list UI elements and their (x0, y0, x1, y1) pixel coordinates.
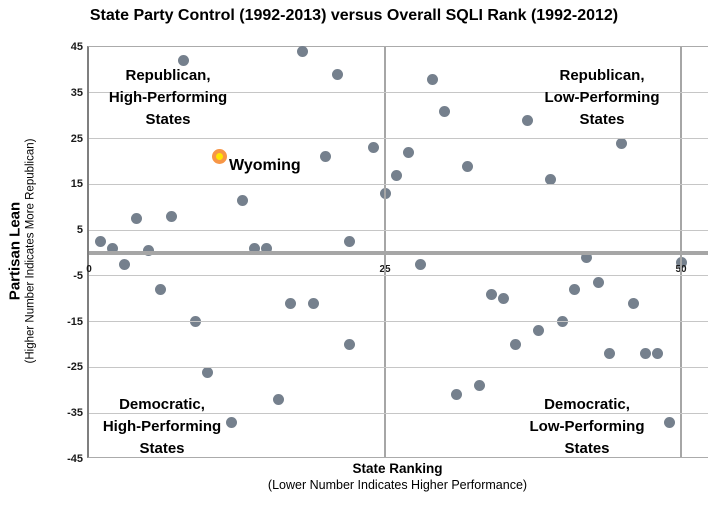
gridline-y--15 (89, 321, 708, 323)
data-point (343, 339, 355, 351)
data-point (521, 114, 533, 126)
gridline-y-5 (89, 229, 708, 231)
y-tick-label: -35 (67, 407, 83, 420)
y-tick-label: 35 (70, 86, 83, 99)
data-point (107, 242, 119, 254)
data-point (391, 169, 403, 181)
y-tick-label: -25 (67, 361, 83, 374)
data-point (486, 288, 498, 300)
data-point (261, 242, 273, 254)
quadrant-label-democratic-high: Democratic, High-Performing States (102, 396, 222, 457)
y-tick-label: 25 (70, 132, 83, 145)
data-point (438, 105, 450, 117)
data-point (119, 258, 131, 270)
y-tick-label: -45 (67, 453, 83, 465)
data-point (284, 297, 296, 309)
zero-axis-line (89, 251, 708, 255)
x-tick-label: 0 (86, 264, 92, 275)
data-point (249, 242, 261, 254)
chart-title: State Party Control (1992-2013) versus O… (89, 7, 619, 24)
data-point (592, 277, 604, 289)
y-axis-title-sub: (Higher Number Indicates More Republican… (24, 138, 37, 364)
data-point (95, 236, 107, 248)
data-point (332, 68, 344, 80)
gridline-x-25 (384, 47, 386, 457)
data-point (320, 151, 332, 163)
y-tick-label: 5 (76, 224, 83, 237)
data-point (545, 174, 557, 186)
quadrant-label-republican-low: Republican, Low-Performing States (544, 67, 660, 128)
data-point (154, 284, 166, 296)
data-point (415, 258, 427, 270)
gridline-x-50 (680, 47, 682, 457)
data-point (462, 160, 474, 172)
data-point (663, 416, 675, 428)
x-axis-title: State Ranking (Lower Number Indicates Hi… (87, 460, 708, 493)
data-point (343, 236, 355, 248)
gridline-y--35 (89, 412, 708, 414)
data-point (201, 366, 213, 378)
y-tick-label: 15 (70, 178, 83, 191)
x-axis-title-main: State Ranking (352, 461, 443, 476)
data-point (142, 245, 154, 257)
data-point (403, 146, 415, 158)
data-point (628, 297, 640, 309)
data-point (296, 46, 308, 58)
data-point (237, 194, 249, 206)
data-point (272, 393, 284, 405)
y-tick-label: -15 (67, 315, 83, 328)
data-point (509, 339, 521, 351)
y-axis-title-main: Partisan Lean (6, 201, 24, 301)
data-point (308, 297, 320, 309)
data-point (604, 348, 616, 360)
gridline-y-15 (89, 183, 708, 185)
data-point (616, 137, 628, 149)
quadrant-label-democratic-low: Democratic, Low-Performing States (529, 396, 645, 457)
data-point (367, 142, 379, 154)
data-point (474, 380, 486, 392)
data-point (450, 389, 462, 401)
data-point (580, 252, 592, 264)
data-point (497, 293, 509, 305)
gridline-y-25 (89, 138, 708, 140)
data-point (568, 284, 580, 296)
y-axis-title: Partisan Lean (Higher Number Indicates M… (7, 139, 38, 364)
data-point (533, 325, 545, 337)
gridline-y--25 (89, 366, 708, 368)
data-point (225, 416, 237, 428)
data-point (639, 348, 651, 360)
data-point (651, 348, 663, 360)
gridline-y--5 (89, 275, 708, 277)
data-point (130, 213, 142, 225)
y-tick-label: -5 (73, 269, 83, 282)
highlighted-data-point (211, 149, 227, 165)
quadrant-label-republican-high: Republican, High-Performing States (108, 67, 228, 128)
highlighted-point-label: Wyoming (229, 157, 301, 174)
gridline-y-35 (89, 92, 708, 94)
data-point (426, 73, 438, 85)
data-point (166, 210, 178, 222)
y-tick-label: 45 (70, 41, 83, 53)
x-axis-title-sub: (Lower Number Indicates Higher Performan… (267, 478, 528, 492)
data-point (178, 55, 190, 67)
